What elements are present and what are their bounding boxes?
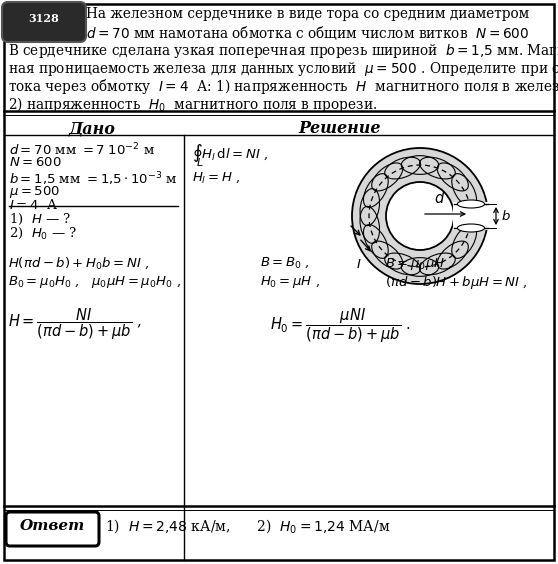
Text: $B = B_0$ ,: $B = B_0$ , xyxy=(260,256,310,271)
Text: $H = \dfrac{NI}{(\pi d - b) + \mu b}$ ,: $H = \dfrac{NI}{(\pi d - b) + \mu b}$ , xyxy=(8,306,142,342)
Text: тока через обмотку  $I = 4$  А: 1) напряженность  $H$  магнитного поля в железе,: тока через обмотку $I = 4$ А: 1) напряже… xyxy=(8,77,558,96)
Text: $\oint H_l \, \mathrm{d}l = NI$ ,: $\oint H_l \, \mathrm{d}l = NI$ , xyxy=(192,142,268,164)
Text: Дано: Дано xyxy=(69,120,116,137)
Text: $d$: $d$ xyxy=(434,190,445,206)
Text: $L$: $L$ xyxy=(196,156,204,168)
Text: 1)  $H$ — ?: 1) $H$ — ? xyxy=(9,212,71,227)
Text: ная проницаемость железа для данных условий  $\mu = 500$ . Определите при силе: ная проницаемость железа для данных усло… xyxy=(8,59,558,77)
Text: $d = 70$ мм намотана обмотка с общим числом витков  $N = 600$: $d = 70$ мм намотана обмотка с общим чис… xyxy=(86,24,530,42)
Text: $b = 1{,}5$ мм $= 1{,}5 \cdot 10^{-3}$ м: $b = 1{,}5$ мм $= 1{,}5 \cdot 10^{-3}$ м xyxy=(9,170,177,188)
Text: $d = 70$ мм $= 7 \; 10^{-2}$ м: $d = 70$ мм $= 7 \; 10^{-2}$ м xyxy=(9,142,155,158)
Text: $I = 4$  А: $I = 4$ А xyxy=(9,198,58,212)
FancyBboxPatch shape xyxy=(2,2,86,42)
Text: 1)  $H = 2{,}48$ кА/м,      2)  $H_0 = 1{,}24$ МА/м: 1) $H = 2{,}48$ кА/м, 2) $H_0 = 1{,}24$ … xyxy=(105,517,391,535)
Text: 3128: 3128 xyxy=(28,14,59,24)
Circle shape xyxy=(352,148,488,284)
Circle shape xyxy=(386,182,454,250)
FancyBboxPatch shape xyxy=(6,512,99,546)
Text: На железном сердечнике в виде тора со средним диаметром: На железном сердечнике в виде тора со ср… xyxy=(86,7,529,21)
Text: В сердечнике сделана узкая поперечная прорезь шириной  $b = 1{,}5$ мм. Магнит-: В сердечнике сделана узкая поперечная пр… xyxy=(8,42,558,60)
Text: $H_0 = \dfrac{\mu NI}{(\pi d - b) + \mu b}$ .: $H_0 = \dfrac{\mu NI}{(\pi d - b) + \mu … xyxy=(270,306,411,345)
Text: 2)  $H_0$ — ?: 2) $H_0$ — ? xyxy=(9,226,78,241)
Bar xyxy=(453,202,489,230)
Text: $(\pi d - b)H + b\mu H = NI$ ,: $(\pi d - b)H + b\mu H = NI$ , xyxy=(385,274,528,291)
Text: 2) напряженность  $H_0$  магнитного поля в прорези.: 2) напряженность $H_0$ магнитного поля в… xyxy=(8,95,377,113)
Text: Ответ: Ответ xyxy=(20,519,85,533)
Text: $b$: $b$ xyxy=(501,209,511,223)
Text: $H(\pi d - b) + H_0 b = NI$ ,: $H(\pi d - b) + H_0 b = NI$ , xyxy=(8,256,150,271)
Text: $B = \mu_0 \mu H$ ,: $B = \mu_0 \mu H$ , xyxy=(385,256,453,272)
Text: $\mu = 500$: $\mu = 500$ xyxy=(9,184,60,200)
Text: $H_l = H$ ,: $H_l = H$ , xyxy=(192,171,240,186)
Ellipse shape xyxy=(458,200,484,208)
Text: Решение: Решение xyxy=(299,120,381,137)
Text: $N = 600$: $N = 600$ xyxy=(9,156,61,169)
Text: $H_0 = \mu H$ ,: $H_0 = \mu H$ , xyxy=(260,274,320,290)
Text: $B_0 = \mu_0 H_0$ ,   $\mu_0 \mu H = \mu_0 H_0$ ,: $B_0 = \mu_0 H_0$ , $\mu_0 \mu H = \mu_0… xyxy=(8,274,181,290)
Text: $I$: $I$ xyxy=(356,258,362,271)
Ellipse shape xyxy=(458,224,484,232)
